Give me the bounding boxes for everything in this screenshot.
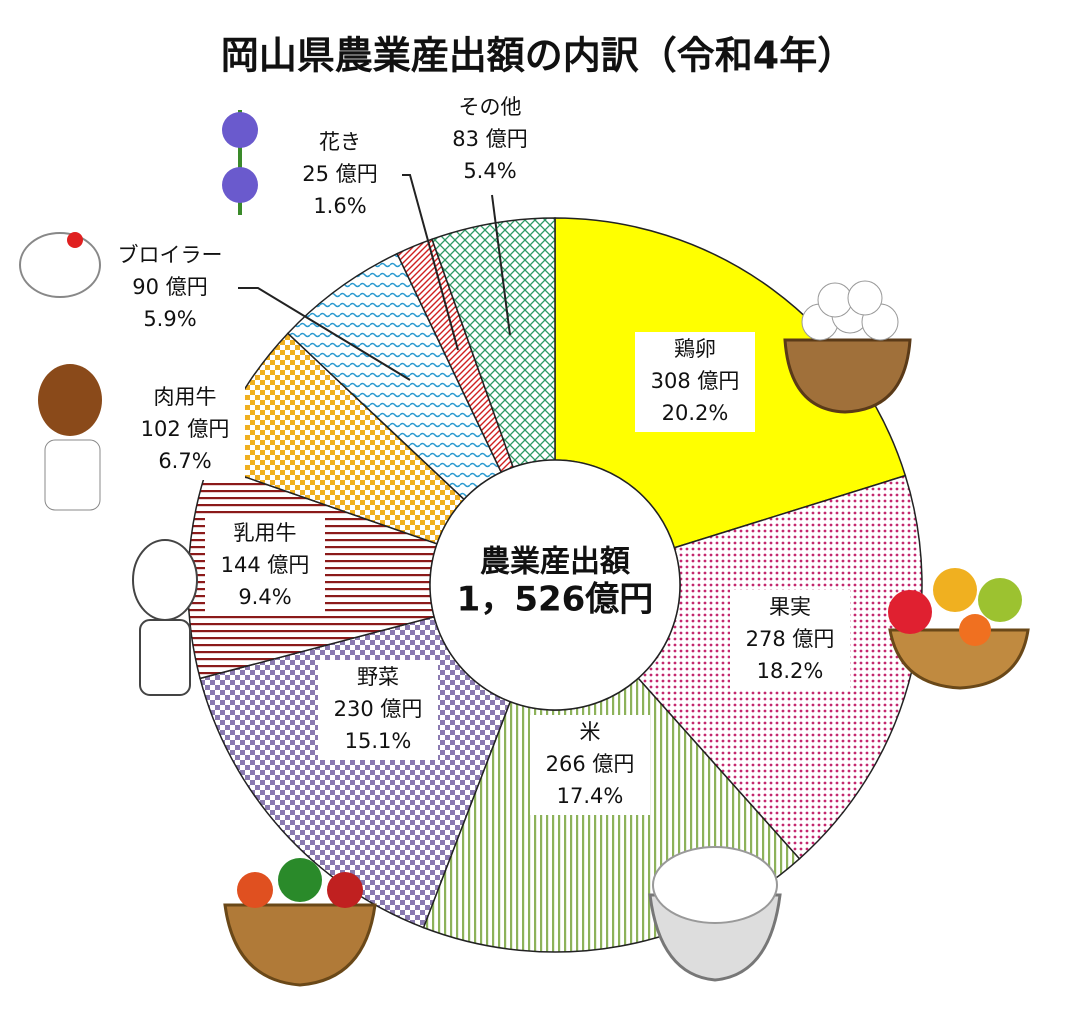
value-label: 83 億円: [452, 127, 527, 151]
percent-label: 6.7%: [158, 449, 211, 473]
percent-label: 15.1%: [345, 729, 412, 753]
percent-label: 1.6%: [313, 194, 366, 218]
percent-label: 9.4%: [238, 585, 291, 609]
dairy-cow: [132, 539, 198, 696]
label-bg: [318, 660, 438, 760]
percent-label: 5.4%: [463, 159, 516, 183]
label-bg: [635, 332, 755, 432]
center-circle: [429, 459, 681, 711]
category-label: 肉用牛: [154, 385, 217, 409]
fruit-basket: [888, 568, 1030, 690]
value-label: 266 億円: [546, 752, 635, 776]
category-label: 果実: [769, 595, 811, 619]
value-label: 25 億円: [302, 162, 377, 186]
center-label: 農業産出額: [480, 545, 631, 580]
percent-label: 18.2%: [757, 659, 824, 683]
egg-basket: [783, 280, 912, 414]
category-label: その他: [459, 95, 522, 119]
center-value: 1，526億円: [457, 580, 654, 620]
category-label: 鶏卵: [674, 337, 716, 361]
leader-line: [491, 194, 511, 336]
flower: [222, 110, 258, 215]
value-label: 102 億円: [141, 417, 230, 441]
leader-line: [238, 287, 411, 381]
category-label: 花き: [319, 130, 361, 154]
label-bg: [730, 590, 850, 690]
vegetable-basket: [223, 858, 377, 987]
percent-label: 20.2%: [662, 401, 729, 425]
percent-label: 5.9%: [143, 307, 196, 331]
beef-cow: [38, 364, 102, 511]
category-label: 乳用牛: [234, 521, 297, 545]
leader-line: [402, 174, 459, 351]
value-label: 308 億円: [651, 369, 740, 393]
label-bg: [125, 380, 245, 480]
chart-title: 岡山県農業産出額の内訳（令和4年）: [221, 34, 855, 78]
value-label: 144 億円: [221, 553, 310, 577]
label-bg: [205, 516, 325, 616]
category-label: 野菜: [357, 665, 399, 689]
category-label: ブロイラー: [118, 243, 223, 267]
label-bg: [530, 715, 650, 815]
percent-label: 17.4%: [557, 784, 624, 808]
rice-bowl: [648, 846, 782, 982]
category-label: 米: [580, 720, 601, 744]
value-label: 278 億円: [746, 627, 835, 651]
wedges: [187, 217, 923, 953]
value-label: 90 億円: [132, 275, 207, 299]
chicken: [19, 232, 101, 298]
value-label: 230 億円: [334, 697, 423, 721]
